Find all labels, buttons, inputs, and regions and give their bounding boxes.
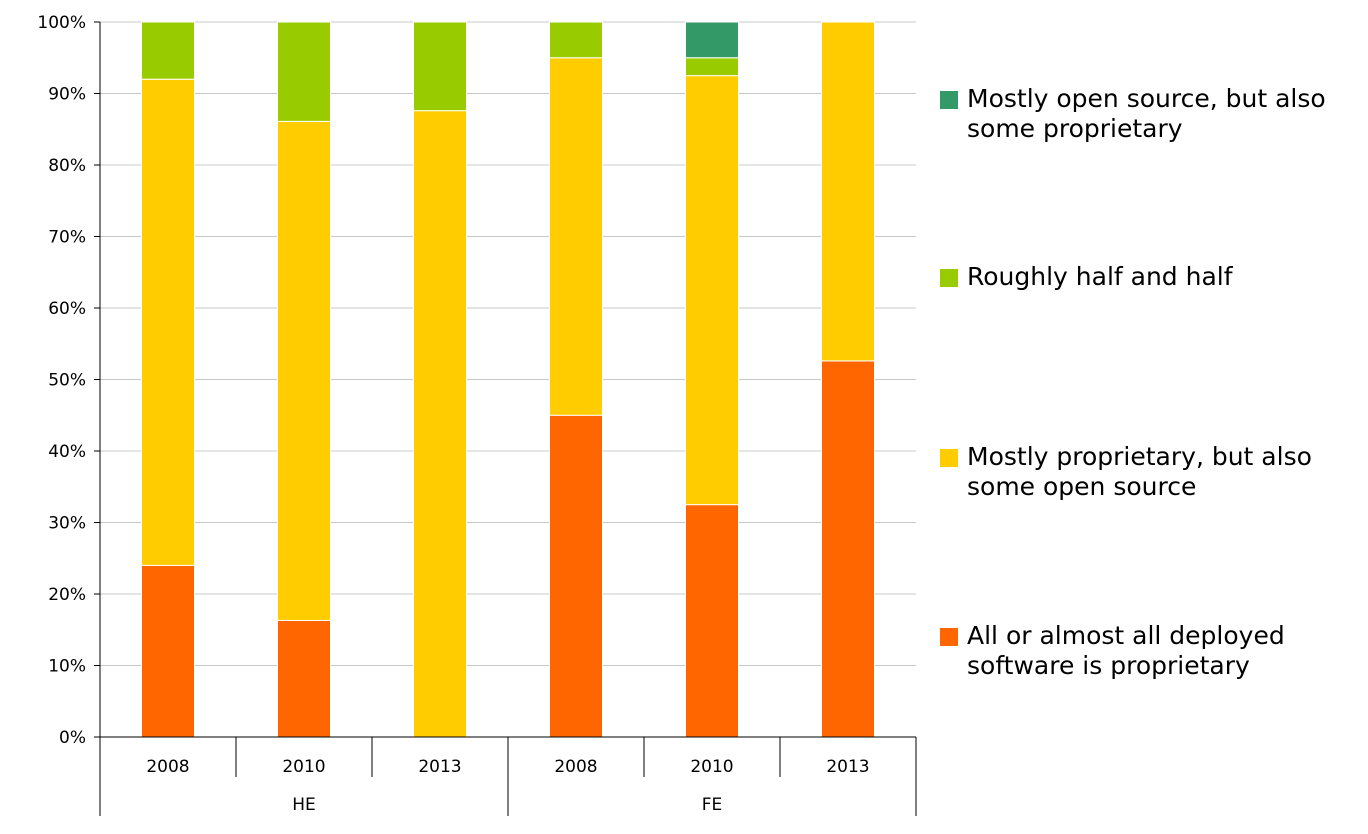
axes [94, 21, 917, 816]
x-tick-label: 2010 [282, 757, 325, 777]
group-label: HE [292, 795, 316, 815]
x-tick-label: 2013 [826, 757, 869, 777]
y-tick-label: 80% [48, 156, 86, 176]
legend-item-mostly-proprietary: Mostly proprietary, but also some open s… [940, 442, 1362, 502]
bar-segment [141, 78, 195, 566]
bar-segment [685, 21, 739, 59]
x-tick-label: 2008 [146, 757, 189, 777]
legend-swatch [940, 91, 958, 109]
y-tick-label: 90% [48, 85, 86, 105]
bar-segment [685, 57, 739, 77]
legend-item-half-and-half: Roughly half and half [940, 262, 1362, 292]
bar-segment [141, 21, 195, 80]
legend-swatch [940, 449, 958, 467]
bar-segment [277, 619, 331, 738]
bar-segment [413, 110, 467, 738]
y-tick-label: 40% [48, 442, 86, 462]
bar-segment [549, 21, 603, 59]
legend-label: Mostly proprietary, but also some open s… [967, 442, 1312, 501]
y-tick-label: 10% [48, 657, 86, 677]
y-tick-label: 60% [48, 299, 86, 319]
bar-segment [413, 21, 467, 112]
legend-swatch [940, 628, 958, 646]
axis-labels: 0% 10% 20% 30% 40% 50% 60% 70% 80% 90% 100% 2008 201… [37, 13, 869, 815]
legend-label: Mostly open source, but also some propri… [967, 84, 1326, 143]
bar-segment [277, 21, 331, 122]
y-tick-label: 30% [48, 514, 86, 534]
legend-label: All or almost all deployed software is p… [967, 621, 1285, 680]
x-tick-label: 2010 [690, 757, 733, 777]
bar-segment [685, 504, 739, 738]
group-label: FE [702, 795, 723, 815]
bars [141, 21, 875, 738]
x-tick-label: 2013 [418, 757, 461, 777]
y-tick-label: 20% [48, 585, 86, 605]
legend-label: Roughly half and half [967, 262, 1233, 291]
legend-item-mostly-open-source: Mostly open source, but also some propri… [940, 84, 1362, 144]
x-tick-label: 2008 [554, 757, 597, 777]
bar-segment [685, 75, 739, 506]
y-tick-label: 100% [37, 13, 86, 33]
bar-segment [277, 120, 331, 621]
bar-segment [141, 564, 195, 738]
bar-segment [821, 21, 875, 362]
legend-item-all-proprietary: All or almost all deployed software is p… [940, 621, 1362, 681]
y-tick-label: 50% [48, 371, 86, 391]
chart-plot: 0% 10% 20% 30% 40% 50% 60% 70% 80% 90% 100% 2008 201… [37, 13, 917, 816]
bar-segment [821, 360, 875, 738]
bar-segment [549, 414, 603, 738]
bar-segment [549, 57, 603, 416]
legend: Mostly open source, but also some propri… [940, 0, 1365, 834]
legend-swatch [940, 269, 958, 287]
grid-lines [100, 21, 916, 666]
y-tick-label: 70% [48, 228, 86, 248]
y-tick-label: 0% [59, 728, 86, 748]
